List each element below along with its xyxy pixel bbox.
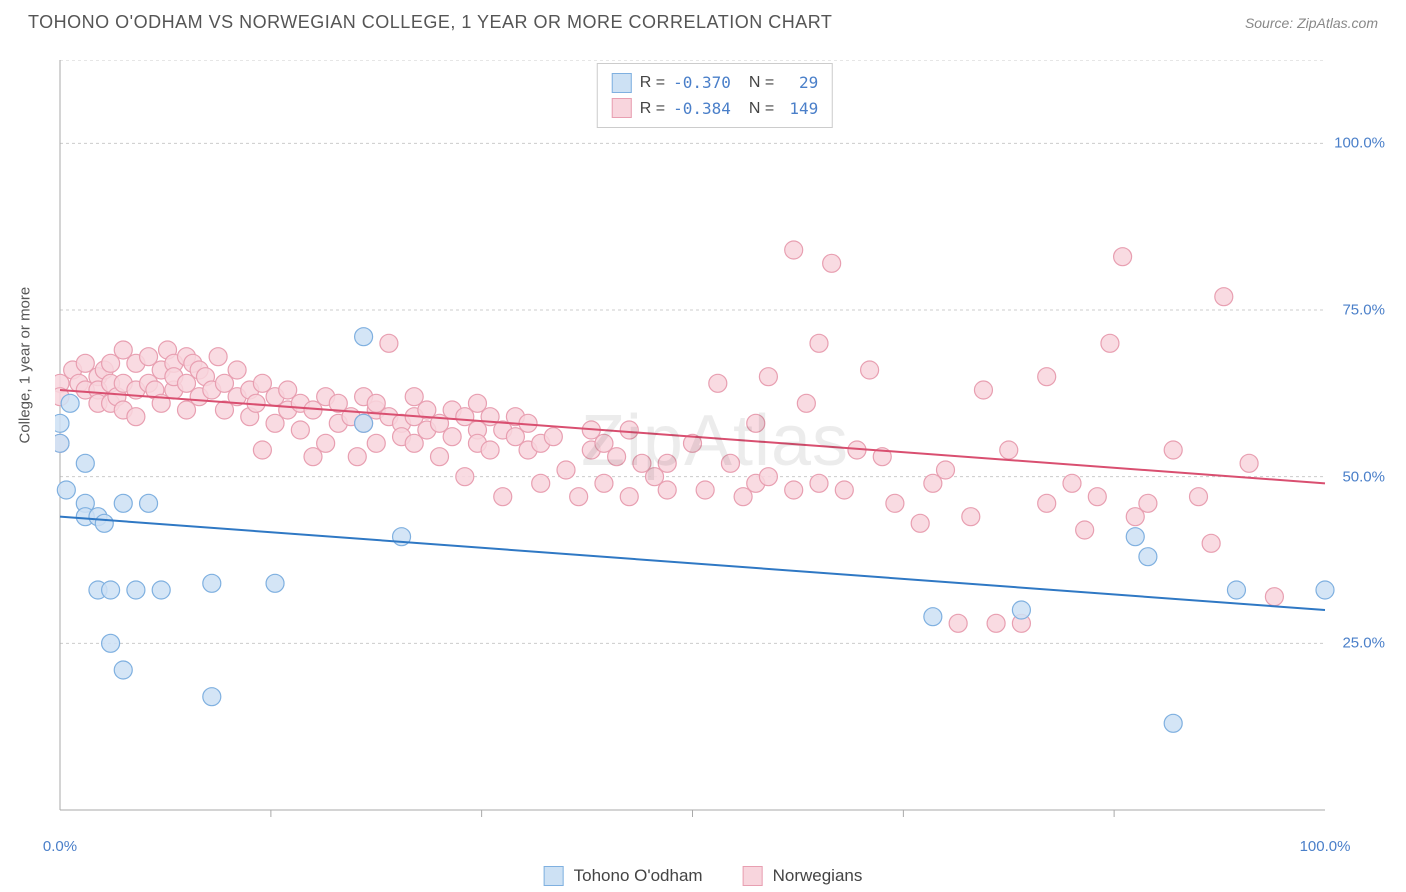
stats-legend-box: R = -0.370 N = 29 R = -0.384 N = 149 <box>597 63 833 128</box>
legend-item: Norwegians <box>743 866 863 886</box>
stat-row: R = -0.370 N = 29 <box>612 70 818 96</box>
swatch-icon <box>743 866 763 886</box>
y-tick-label: 75.0% <box>1342 302 1385 319</box>
chart-title: TOHONO O'ODHAM VS NORWEGIAN COLLEGE, 1 Y… <box>28 12 832 33</box>
source-label: Source: ZipAtlas.com <box>1245 15 1378 31</box>
legend-label: Tohono O'odham <box>574 866 703 886</box>
y-tick-label: 25.0% <box>1342 635 1385 652</box>
stat-r-label: R = <box>640 70 665 96</box>
x-tick-label: 0.0% <box>43 838 77 855</box>
swatch-icon <box>612 98 632 118</box>
y-tick-label: 100.0% <box>1334 135 1385 152</box>
stat-n-value: 29 <box>782 70 818 96</box>
stat-r-value: -0.370 <box>673 70 731 96</box>
chart-area: College, 1 year or more ZipAtlas R = -0.… <box>55 60 1375 830</box>
legend-item: Tohono O'odham <box>544 866 703 886</box>
legend-bottom: Tohono O'odham Norwegians <box>544 866 863 886</box>
scatter-plot-svg <box>55 60 1375 830</box>
x-tick-label: 100.0% <box>1300 838 1351 855</box>
legend-label: Norwegians <box>773 866 863 886</box>
swatch-icon <box>544 866 564 886</box>
stat-r-value: -0.384 <box>673 96 731 122</box>
stat-row: R = -0.384 N = 149 <box>612 96 818 122</box>
stat-n-label: N = <box>749 96 774 122</box>
stat-n-label: N = <box>749 70 774 96</box>
stat-n-value: 149 <box>782 96 818 122</box>
swatch-icon <box>612 73 632 93</box>
y-tick-label: 50.0% <box>1342 468 1385 485</box>
y-axis-label: College, 1 year or more <box>17 287 34 444</box>
stat-r-label: R = <box>640 96 665 122</box>
